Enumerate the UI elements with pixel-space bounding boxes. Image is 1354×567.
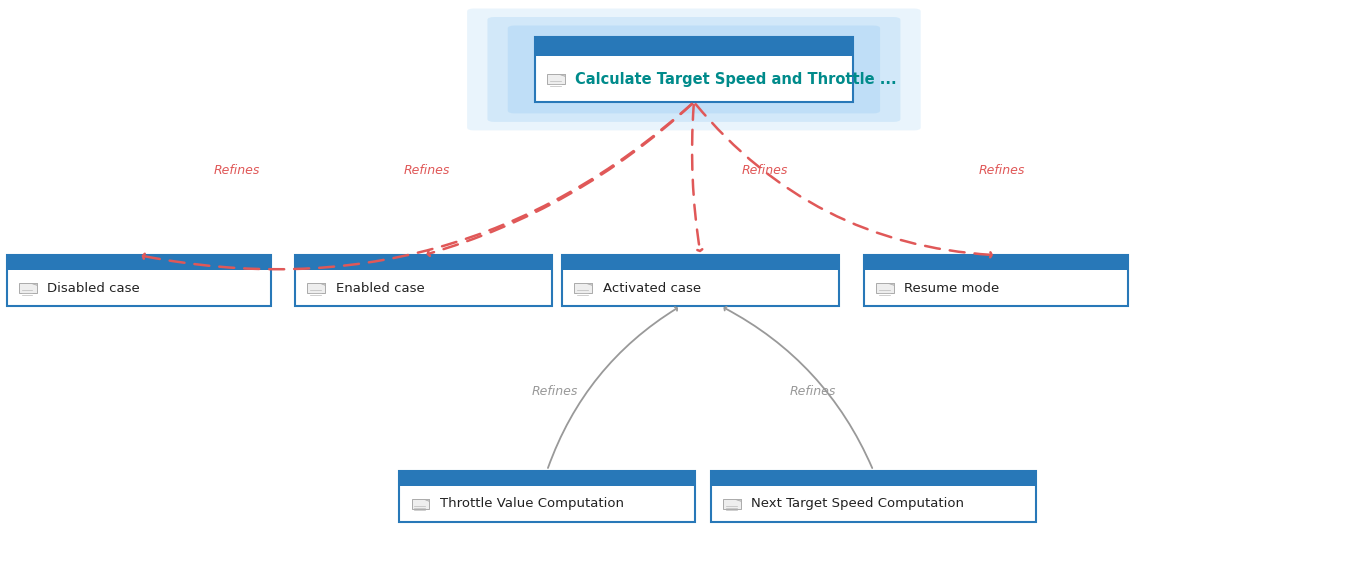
FancyBboxPatch shape [562, 255, 839, 270]
Text: Refines: Refines [403, 164, 450, 176]
FancyBboxPatch shape [547, 74, 565, 84]
FancyBboxPatch shape [307, 284, 325, 294]
FancyBboxPatch shape [7, 255, 271, 306]
FancyBboxPatch shape [711, 471, 1036, 486]
Text: Refines: Refines [532, 385, 578, 397]
Text: Activated case: Activated case [603, 282, 700, 295]
FancyBboxPatch shape [535, 37, 853, 57]
Polygon shape [735, 499, 741, 501]
FancyBboxPatch shape [574, 284, 592, 294]
FancyBboxPatch shape [399, 471, 695, 522]
FancyBboxPatch shape [723, 499, 741, 509]
Polygon shape [320, 284, 325, 285]
FancyBboxPatch shape [399, 471, 695, 486]
FancyBboxPatch shape [864, 255, 1128, 306]
FancyBboxPatch shape [711, 471, 1036, 522]
Text: Next Target Speed Computation: Next Target Speed Computation [751, 497, 964, 510]
Text: Refines: Refines [742, 164, 788, 176]
Text: Resume mode: Resume mode [904, 282, 999, 295]
Polygon shape [888, 284, 894, 285]
FancyBboxPatch shape [467, 9, 921, 130]
FancyBboxPatch shape [412, 499, 429, 509]
Text: Throttle Value Computation: Throttle Value Computation [440, 497, 624, 510]
Text: Enabled case: Enabled case [336, 282, 425, 295]
FancyBboxPatch shape [295, 255, 552, 306]
FancyBboxPatch shape [562, 255, 839, 306]
Text: Refines: Refines [979, 164, 1025, 176]
Polygon shape [586, 284, 592, 285]
FancyBboxPatch shape [7, 255, 271, 270]
FancyBboxPatch shape [535, 37, 853, 102]
Polygon shape [559, 74, 565, 77]
Text: Refines: Refines [214, 164, 260, 176]
Polygon shape [424, 499, 429, 501]
Text: Calculate Target Speed and Throttle ...: Calculate Target Speed and Throttle ... [575, 72, 898, 87]
FancyBboxPatch shape [295, 255, 552, 270]
FancyBboxPatch shape [487, 17, 900, 122]
FancyBboxPatch shape [864, 255, 1128, 270]
FancyBboxPatch shape [508, 26, 880, 113]
FancyBboxPatch shape [876, 284, 894, 294]
Polygon shape [31, 284, 37, 285]
Text: Disabled case: Disabled case [47, 282, 141, 295]
FancyBboxPatch shape [19, 284, 37, 294]
Text: Refines: Refines [789, 385, 835, 397]
